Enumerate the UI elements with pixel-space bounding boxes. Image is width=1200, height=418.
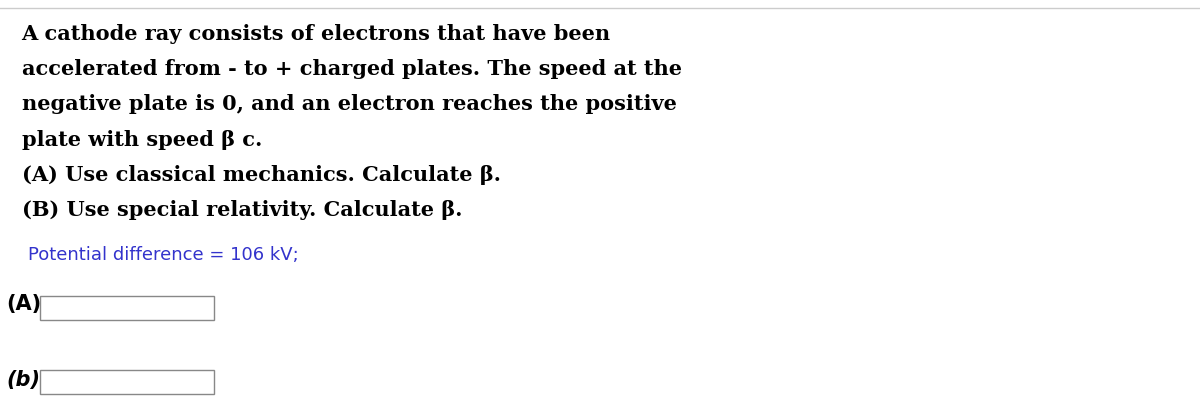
FancyBboxPatch shape <box>40 370 214 394</box>
Text: A cathode ray consists of electrons that have been: A cathode ray consists of electrons that… <box>22 24 611 44</box>
Text: (b): (b) <box>6 370 40 390</box>
Text: plate with speed β c.: plate with speed β c. <box>22 130 262 150</box>
Text: accelerated from - to + charged plates. The speed at the: accelerated from - to + charged plates. … <box>22 59 682 79</box>
Text: Potential difference = 106 kV;: Potential difference = 106 kV; <box>28 246 299 264</box>
Text: (A) Use classical mechanics. Calculate β.: (A) Use classical mechanics. Calculate β… <box>22 165 500 185</box>
Text: negative plate is 0, and an electron reaches the positive: negative plate is 0, and an electron rea… <box>22 94 677 115</box>
FancyBboxPatch shape <box>40 296 214 320</box>
Text: (A): (A) <box>6 294 41 314</box>
Text: (B) Use special relativity. Calculate β.: (B) Use special relativity. Calculate β. <box>22 200 462 220</box>
